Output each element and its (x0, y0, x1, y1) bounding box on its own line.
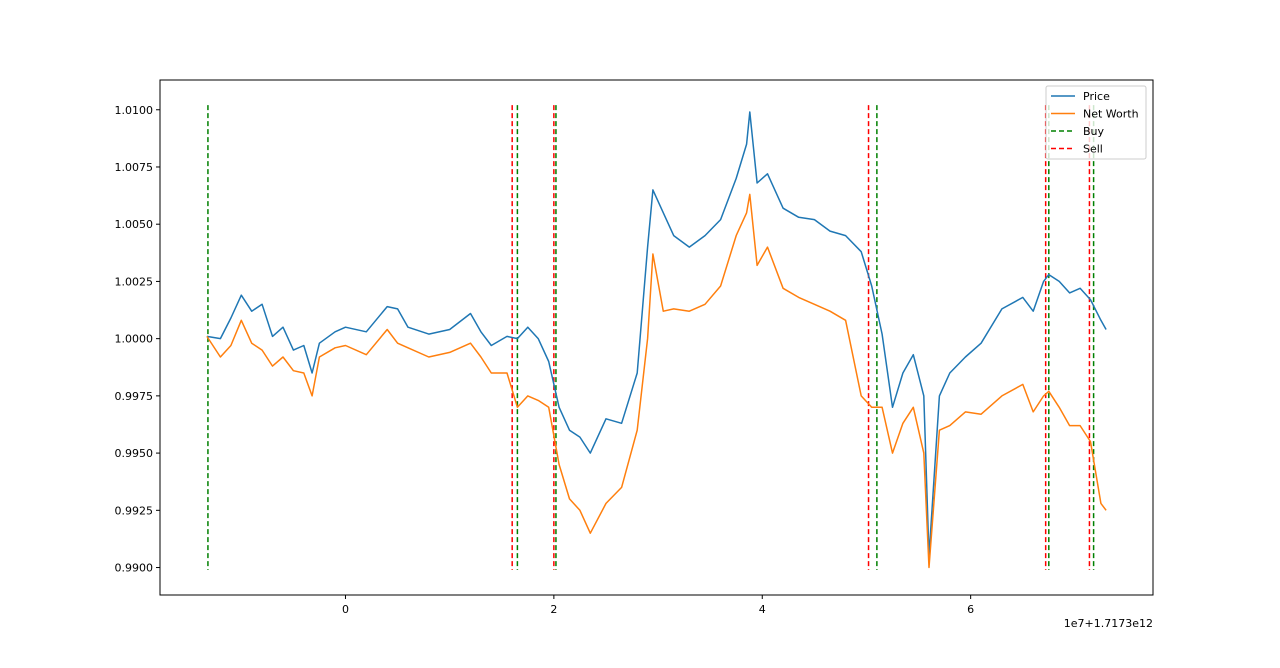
y-tick-label: 1.0075 (115, 161, 154, 174)
y-tick-label: 1.0100 (115, 104, 154, 117)
legend-box (1045, 85, 1147, 160)
x-axis: 0 2 4 6 (342, 595, 974, 616)
y-axis: 0.9900 0.9925 0.9950 0.9975 1.0000 1.0025 1.00… (115, 104, 160, 575)
net-worth-line (206, 193, 1107, 569)
legend: Price Net Worth Buy Sell (1045, 85, 1147, 160)
legend-label: Net Worth (1083, 108, 1139, 121)
y-tick-label: 1.0050 (115, 218, 154, 231)
x-tick-label: 0 (342, 603, 349, 616)
legend-label: Sell (1083, 143, 1103, 156)
legend-label: Price (1083, 90, 1110, 103)
price-line (206, 111, 1107, 557)
y-tick-label: 1.0025 (115, 275, 154, 288)
x-tick-label: 2 (550, 603, 557, 616)
x-offset-label: 1e7+1.7173e12 (1064, 617, 1153, 630)
y-tick-label: 1.0000 (115, 333, 154, 346)
y-tick-label: 0.9950 (115, 447, 154, 460)
x-tick-label: 4 (759, 603, 766, 616)
legend-label: Buy (1083, 125, 1105, 138)
y-tick-label: 0.9975 (115, 390, 154, 403)
x-tick-label: 6 (967, 603, 974, 616)
y-tick-label: 0.9925 (115, 504, 154, 517)
y-tick-label: 0.9900 (115, 562, 154, 575)
plot-frame (159, 79, 1154, 596)
series-layer (206, 111, 1107, 569)
